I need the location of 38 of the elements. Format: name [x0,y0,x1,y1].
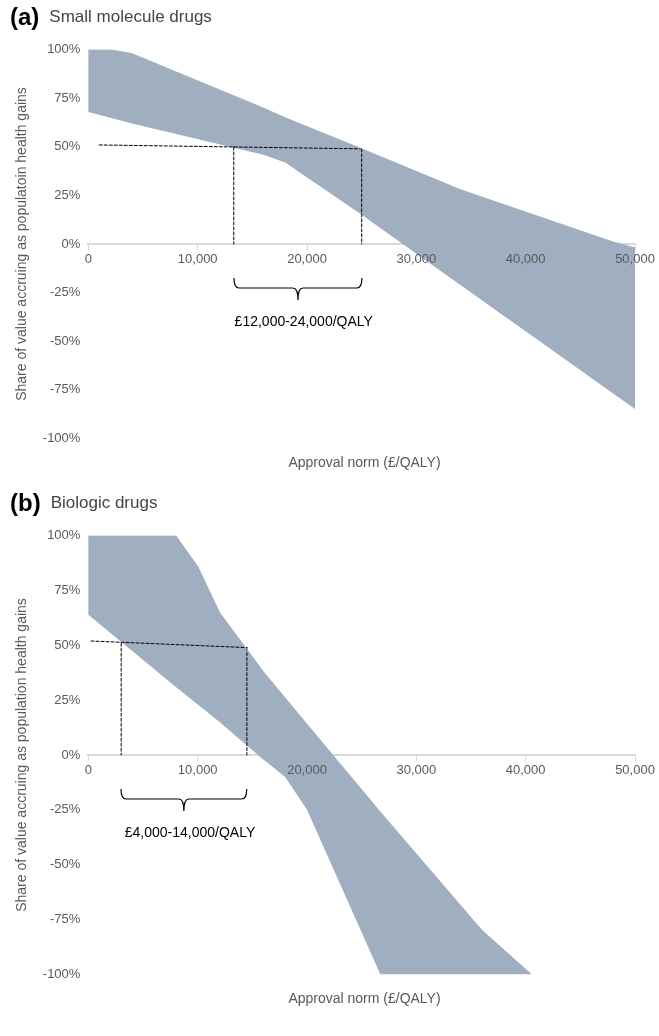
y-axis-title: Share of value accruing as populatoin health gains [13,87,30,401]
y-tick-label: -25% [50,801,81,817]
y-tick-label: 25% [54,187,81,203]
annotation: £12,000-24,000/QALY [234,312,374,329]
y-tick-label: -100% [42,965,81,981]
x-tick-label: 40,000 [505,251,546,267]
chart-title: (a) [10,3,40,31]
y-tick-label: 100% [47,41,81,57]
y-tick-label: -75% [50,910,81,926]
x-tick-label: 20,000 [287,251,327,267]
x-tick-label: 20,000 [287,762,327,778]
chart-subtitle: Biologic drugs [50,493,158,513]
x-tick-label: 0 [84,762,92,778]
y-tick-label: -50% [50,332,81,348]
y-tick-label: 25% [54,691,81,707]
x-tick-label: 10,000 [177,762,218,778]
y-tick-label: 50% [54,636,81,652]
annotation: £4,000-14,000/QALY [124,823,256,840]
chart-subtitle: Small molecule drugs [49,7,212,27]
y-tick-label: -100% [42,429,81,445]
y-tick-label: 75% [54,582,81,598]
chart-title: (b) [10,489,41,517]
y-axis-title: Share of value accruing as population health gains [13,598,30,912]
x-tick-label: 30,000 [396,762,437,778]
y-tick-label: 100% [47,527,81,543]
x-tick-label: 0 [84,251,92,267]
x-tick-label: 10,000 [177,251,218,267]
y-tick-label: 0% [61,746,81,762]
x-axis-title: Approval norm (£/QALY) [287,990,442,1006]
x-tick-label: 50,000 [615,762,655,778]
y-tick-label: 50% [54,138,81,154]
x-tick-label: 40,000 [505,762,546,778]
y-tick-label: -25% [50,284,81,300]
y-tick-label: 75% [54,89,81,105]
x-axis-title: Approval norm (£/QALY) [287,454,442,470]
y-tick-label: 0% [61,235,81,251]
y-tick-label: -50% [50,856,81,872]
y-tick-label: -75% [50,381,81,397]
